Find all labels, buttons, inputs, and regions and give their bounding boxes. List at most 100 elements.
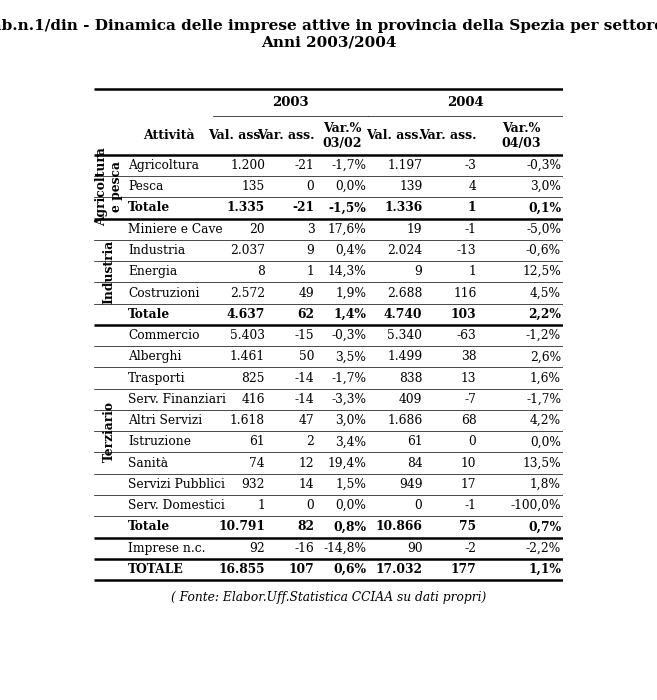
Text: 0,7%: 0,7%: [528, 520, 561, 533]
Text: 82: 82: [298, 520, 315, 533]
Text: Agricoltura: Agricoltura: [128, 159, 199, 172]
Text: -7: -7: [464, 393, 476, 406]
Text: Terziario: Terziario: [102, 400, 116, 462]
Text: 1.335: 1.335: [227, 202, 265, 214]
Text: 1.336: 1.336: [384, 202, 422, 214]
Text: 1,8%: 1,8%: [530, 478, 561, 491]
Text: 4: 4: [468, 180, 476, 193]
Text: -1,7%: -1,7%: [331, 372, 366, 384]
Text: 92: 92: [249, 542, 265, 554]
Text: Trasporti: Trasporti: [128, 372, 185, 384]
Text: 2.688: 2.688: [387, 286, 422, 300]
Text: ( Fonte: Elabor.Uff.Statistica CCIAA su dati propri): ( Fonte: Elabor.Uff.Statistica CCIAA su …: [171, 591, 486, 603]
Text: -21: -21: [294, 159, 315, 172]
Text: 1,6%: 1,6%: [530, 372, 561, 384]
Text: 2,2%: 2,2%: [528, 308, 561, 321]
Text: 0,1%: 0,1%: [528, 202, 561, 214]
Text: 19,4%: 19,4%: [327, 456, 366, 470]
Text: 49: 49: [299, 286, 315, 300]
Text: 3,5%: 3,5%: [335, 350, 366, 363]
Text: 2.037: 2.037: [230, 244, 265, 257]
Text: 1.686: 1.686: [387, 414, 422, 427]
Text: 2.572: 2.572: [230, 286, 265, 300]
Text: -2: -2: [464, 542, 476, 554]
Text: 5.340: 5.340: [388, 329, 422, 342]
Text: 16.855: 16.855: [219, 563, 265, 576]
Text: -16: -16: [294, 542, 315, 554]
Text: 61: 61: [407, 435, 422, 449]
Text: Agricoltura
e pesca: Agricoltura e pesca: [95, 147, 123, 226]
Text: 135: 135: [242, 180, 265, 193]
Text: -1: -1: [464, 223, 476, 236]
Text: 949: 949: [399, 478, 422, 491]
Text: 2: 2: [307, 435, 315, 449]
Text: 0,4%: 0,4%: [335, 244, 366, 257]
Text: Totale: Totale: [128, 520, 170, 533]
Text: 12,5%: 12,5%: [522, 265, 561, 278]
Text: 9: 9: [415, 265, 422, 278]
Text: 68: 68: [461, 414, 476, 427]
Text: 62: 62: [298, 308, 315, 321]
Text: -5,0%: -5,0%: [526, 223, 561, 236]
Text: -3,3%: -3,3%: [331, 393, 366, 406]
Text: 74: 74: [250, 456, 265, 470]
Text: 14: 14: [299, 478, 315, 491]
Text: 3,4%: 3,4%: [335, 435, 366, 449]
Text: -3: -3: [464, 159, 476, 172]
Text: 1,4%: 1,4%: [333, 308, 366, 321]
Text: 177: 177: [451, 563, 476, 576]
Text: -1,7%: -1,7%: [331, 159, 366, 172]
Text: Val. ass.: Val. ass.: [208, 129, 265, 142]
Text: 4.740: 4.740: [384, 308, 422, 321]
Text: -1,5%: -1,5%: [328, 202, 366, 214]
Text: 4,5%: 4,5%: [530, 286, 561, 300]
Text: 116: 116: [453, 286, 476, 300]
Text: 416: 416: [242, 393, 265, 406]
Text: -1,7%: -1,7%: [526, 393, 561, 406]
Text: -0,6%: -0,6%: [526, 244, 561, 257]
Text: 3,0%: 3,0%: [335, 414, 366, 427]
Text: 0,0%: 0,0%: [335, 499, 366, 512]
Text: 9: 9: [307, 244, 315, 257]
Text: 4.637: 4.637: [227, 308, 265, 321]
Text: 84: 84: [407, 456, 422, 470]
Text: 0: 0: [415, 499, 422, 512]
Text: 1.197: 1.197: [388, 159, 422, 172]
Text: Val. ass.: Val. ass.: [366, 129, 422, 142]
Text: -15: -15: [295, 329, 315, 342]
Text: 2.024: 2.024: [387, 244, 422, 257]
Text: 8: 8: [257, 265, 265, 278]
Text: 103: 103: [451, 308, 476, 321]
Text: 50: 50: [299, 350, 315, 363]
Text: 2,6%: 2,6%: [530, 350, 561, 363]
Text: Miniere e Cave: Miniere e Cave: [128, 223, 223, 236]
Text: 10.791: 10.791: [218, 520, 265, 533]
Text: 47: 47: [299, 414, 315, 427]
Text: 90: 90: [407, 542, 422, 554]
Text: Servizi Pubblici: Servizi Pubblici: [128, 478, 225, 491]
Text: 2003: 2003: [273, 96, 309, 109]
Text: Tab.n.1/din - Dinamica delle imprese attive in provincia della Spezia per settor: Tab.n.1/din - Dinamica delle imprese att…: [0, 19, 657, 49]
Text: Serv. Domestici: Serv. Domestici: [128, 499, 225, 512]
Text: 0: 0: [468, 435, 476, 449]
Text: 838: 838: [399, 372, 422, 384]
Text: 1: 1: [468, 265, 476, 278]
Text: 0,0%: 0,0%: [335, 180, 366, 193]
Text: 3,0%: 3,0%: [530, 180, 561, 193]
Text: Attività: Attività: [143, 129, 194, 142]
Text: 20: 20: [250, 223, 265, 236]
Text: Costruzioni: Costruzioni: [128, 286, 200, 300]
Text: 38: 38: [461, 350, 476, 363]
Text: 932: 932: [242, 478, 265, 491]
Text: Altri Servizi: Altri Servizi: [128, 414, 202, 427]
Text: Totale: Totale: [128, 202, 170, 214]
Text: 825: 825: [242, 372, 265, 384]
Text: -14: -14: [294, 372, 315, 384]
Text: -1: -1: [464, 499, 476, 512]
Text: 1: 1: [258, 499, 265, 512]
Text: -100,0%: -100,0%: [510, 499, 561, 512]
Text: -0,3%: -0,3%: [526, 159, 561, 172]
Text: 1.200: 1.200: [230, 159, 265, 172]
Text: -21: -21: [292, 202, 315, 214]
Text: Energia: Energia: [128, 265, 177, 278]
